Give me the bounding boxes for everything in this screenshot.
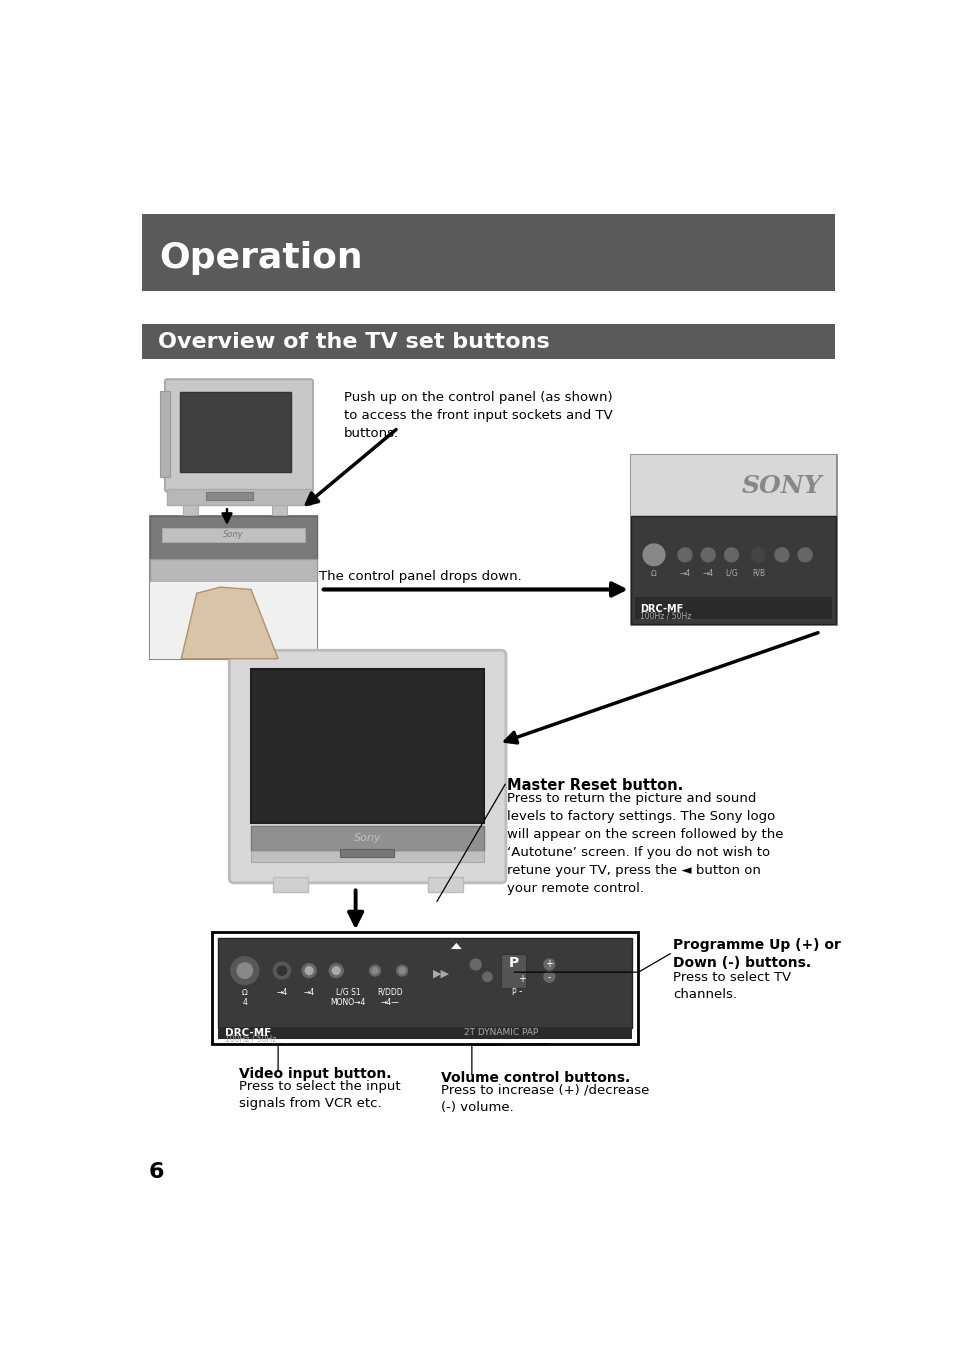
Text: Operation: Operation <box>159 242 363 276</box>
Circle shape <box>642 544 664 566</box>
FancyBboxPatch shape <box>272 505 287 516</box>
Text: 100Hz / 50Hz: 100Hz / 50Hz <box>224 1035 275 1044</box>
Circle shape <box>274 962 291 979</box>
Circle shape <box>678 549 691 562</box>
Text: Press to select TV
channels.: Press to select TV channels. <box>673 970 791 1001</box>
FancyBboxPatch shape <box>229 650 505 882</box>
Text: →4: →4 <box>679 569 690 578</box>
Text: →4: →4 <box>303 988 314 997</box>
FancyBboxPatch shape <box>251 825 484 851</box>
Text: Sony: Sony <box>354 834 380 843</box>
FancyBboxPatch shape <box>150 559 316 582</box>
Circle shape <box>723 549 738 562</box>
Circle shape <box>396 965 407 975</box>
FancyBboxPatch shape <box>251 669 484 823</box>
FancyBboxPatch shape <box>150 516 316 559</box>
Circle shape <box>700 549 715 562</box>
FancyBboxPatch shape <box>427 877 462 892</box>
Circle shape <box>305 967 313 974</box>
Circle shape <box>302 963 315 978</box>
FancyBboxPatch shape <box>218 1027 632 1039</box>
Text: DRC-MF: DRC-MF <box>224 1028 271 1038</box>
FancyBboxPatch shape <box>167 489 311 505</box>
FancyBboxPatch shape <box>206 493 253 500</box>
FancyBboxPatch shape <box>179 392 291 473</box>
Text: DRC-MF: DRC-MF <box>639 604 682 613</box>
Text: R/DDD
→4—: R/DDD →4— <box>377 988 403 1006</box>
Text: Programme Up (+) or
Down (-) buttons.: Programme Up (+) or Down (-) buttons. <box>673 939 841 970</box>
Circle shape <box>231 957 258 985</box>
Text: Sony: Sony <box>223 531 243 539</box>
Text: SONY: SONY <box>740 473 821 497</box>
Text: Press to return the picture and sound
levels to factory settings. The Sony logo
: Press to return the picture and sound le… <box>506 792 782 894</box>
Circle shape <box>398 967 405 974</box>
FancyBboxPatch shape <box>183 505 198 516</box>
FancyBboxPatch shape <box>150 516 316 659</box>
Text: Ω: Ω <box>650 569 657 578</box>
Text: The control panel drops down.: The control panel drops down. <box>319 570 521 584</box>
Text: Overview of the TV set buttons: Overview of the TV set buttons <box>158 331 549 351</box>
Text: →4: →4 <box>276 988 287 997</box>
Text: P: P <box>508 957 518 970</box>
FancyBboxPatch shape <box>500 954 525 988</box>
FancyBboxPatch shape <box>159 390 171 477</box>
FancyBboxPatch shape <box>142 215 835 292</box>
Circle shape <box>372 967 377 974</box>
Circle shape <box>543 959 555 970</box>
Circle shape <box>332 967 340 974</box>
Text: -: - <box>547 971 551 982</box>
Circle shape <box>751 549 765 562</box>
Text: 100Hz / 50Hz: 100Hz / 50Hz <box>639 612 691 621</box>
FancyBboxPatch shape <box>251 851 484 862</box>
Text: R/B: R/B <box>751 569 764 578</box>
FancyBboxPatch shape <box>218 939 632 1028</box>
Text: 6: 6 <box>149 1162 164 1182</box>
FancyBboxPatch shape <box>634 597 831 619</box>
Text: +
-: + - <box>517 974 526 996</box>
FancyBboxPatch shape <box>630 455 835 624</box>
Text: ▶▶: ▶▶ <box>433 969 450 978</box>
Text: Master Reset button.: Master Reset button. <box>506 778 682 793</box>
Circle shape <box>543 971 555 982</box>
Circle shape <box>236 963 253 978</box>
Text: Video input button.: Video input button. <box>239 1067 392 1081</box>
Text: Push up on the control panel (as shown)
to access the front input sockets and TV: Push up on the control panel (as shown) … <box>344 390 612 440</box>
Circle shape <box>369 965 380 975</box>
Text: Volume control buttons.: Volume control buttons. <box>440 1071 630 1085</box>
FancyBboxPatch shape <box>212 932 638 1044</box>
Text: Ω
4: Ω 4 <box>242 988 248 1006</box>
Text: +: + <box>545 959 553 970</box>
Circle shape <box>798 549 811 562</box>
FancyBboxPatch shape <box>162 528 305 542</box>
Text: Press to increase (+) /decrease
(-) volume.: Press to increase (+) /decrease (-) volu… <box>440 1084 649 1113</box>
Text: Press to select the input
signals from VCR etc.: Press to select the input signals from V… <box>239 1079 400 1111</box>
FancyBboxPatch shape <box>630 516 835 624</box>
FancyBboxPatch shape <box>273 877 307 892</box>
Text: P: P <box>511 988 516 997</box>
Polygon shape <box>451 943 461 948</box>
Polygon shape <box>181 588 278 659</box>
Text: L/G: L/G <box>724 569 737 578</box>
Circle shape <box>470 959 480 970</box>
Circle shape <box>277 966 286 975</box>
FancyBboxPatch shape <box>165 380 313 492</box>
Circle shape <box>774 549 788 562</box>
Text: 2T DYNAMIC PAP: 2T DYNAMIC PAP <box>464 1028 537 1038</box>
FancyBboxPatch shape <box>142 324 835 359</box>
Text: L/G S1
MONO→4: L/G S1 MONO→4 <box>330 988 365 1006</box>
FancyBboxPatch shape <box>630 455 835 516</box>
FancyBboxPatch shape <box>340 848 394 857</box>
Text: →4: →4 <box>702 569 713 578</box>
FancyBboxPatch shape <box>150 582 316 659</box>
Circle shape <box>482 973 492 981</box>
Circle shape <box>329 963 343 978</box>
